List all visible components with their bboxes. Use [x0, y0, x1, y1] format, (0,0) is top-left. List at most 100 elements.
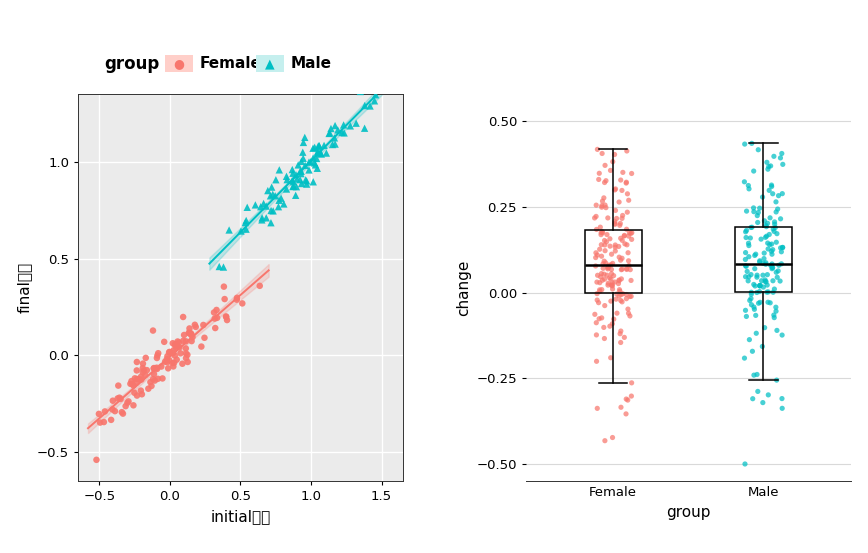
Point	[775, 149, 789, 158]
Point	[764, 261, 778, 270]
Point	[745, 300, 759, 309]
Point	[319, 149, 333, 158]
Point	[612, 276, 626, 285]
Point	[182, 328, 196, 337]
Point	[264, 206, 278, 215]
Point	[293, 166, 307, 175]
Point	[147, 364, 161, 373]
Point	[179, 349, 193, 358]
Point	[590, 296, 604, 305]
Point	[598, 436, 612, 445]
Point	[602, 262, 615, 271]
Point	[613, 221, 627, 229]
Point	[615, 265, 628, 274]
Point	[160, 358, 174, 367]
Point	[738, 354, 752, 363]
Point	[607, 271, 621, 280]
Point	[615, 290, 628, 299]
Point	[304, 157, 318, 166]
Point	[601, 263, 615, 272]
Point	[740, 262, 753, 270]
Point	[753, 281, 766, 290]
Point	[774, 247, 788, 256]
Point	[619, 409, 633, 418]
Point	[158, 357, 172, 366]
X-axis label: group: group	[666, 504, 711, 519]
Point	[290, 182, 304, 191]
Point	[116, 409, 130, 418]
Point	[605, 250, 619, 259]
Point	[764, 161, 778, 170]
Point	[122, 397, 135, 406]
Point	[775, 394, 789, 403]
Point	[172, 338, 186, 347]
Point	[755, 342, 769, 351]
Point	[589, 253, 602, 262]
Point	[767, 152, 781, 161]
Point	[773, 154, 787, 163]
Point	[609, 214, 623, 223]
Point	[741, 239, 755, 248]
Point	[235, 299, 249, 308]
Point	[127, 401, 141, 410]
Point	[615, 265, 629, 274]
Point	[89, 456, 103, 465]
Point	[589, 262, 602, 270]
Point	[264, 218, 278, 227]
Point	[621, 309, 635, 318]
Point	[746, 204, 760, 212]
Point	[756, 398, 770, 407]
Point	[313, 149, 327, 158]
Point	[168, 358, 181, 367]
Point	[765, 181, 779, 190]
Point	[595, 203, 608, 212]
Point	[614, 296, 628, 305]
Point	[614, 327, 628, 336]
Point	[595, 314, 608, 322]
Point	[171, 337, 185, 346]
Point	[208, 324, 222, 332]
Point	[185, 337, 199, 346]
Point	[167, 362, 181, 371]
Point	[220, 312, 233, 321]
Point	[598, 201, 612, 210]
Point	[615, 274, 628, 283]
Point	[151, 349, 165, 358]
Point	[296, 154, 310, 163]
Point	[176, 336, 190, 345]
Point	[327, 133, 341, 142]
Point	[308, 143, 322, 152]
Point	[168, 342, 182, 351]
Point	[612, 253, 626, 262]
Point	[614, 255, 628, 264]
Point	[602, 260, 615, 269]
Point	[774, 259, 788, 268]
Point	[289, 191, 303, 200]
Point	[613, 329, 627, 338]
Point	[761, 390, 775, 399]
Point	[326, 140, 339, 149]
Point	[150, 353, 164, 362]
Point	[592, 314, 606, 323]
Point	[623, 265, 637, 274]
Point	[612, 291, 626, 300]
Point	[253, 202, 267, 211]
Point	[358, 101, 372, 110]
Point	[738, 140, 752, 149]
Point	[306, 144, 320, 153]
Point	[767, 220, 781, 228]
Point	[750, 370, 764, 379]
Point	[606, 259, 620, 268]
Point	[615, 211, 629, 220]
Point	[312, 142, 326, 150]
Point	[589, 331, 603, 340]
Point	[756, 283, 770, 291]
Point	[310, 154, 324, 163]
Point	[290, 175, 304, 184]
Point	[624, 276, 638, 285]
Point	[761, 298, 775, 307]
Point	[328, 140, 342, 149]
Point	[166, 359, 180, 368]
Point	[623, 292, 637, 301]
Point	[92, 409, 106, 418]
